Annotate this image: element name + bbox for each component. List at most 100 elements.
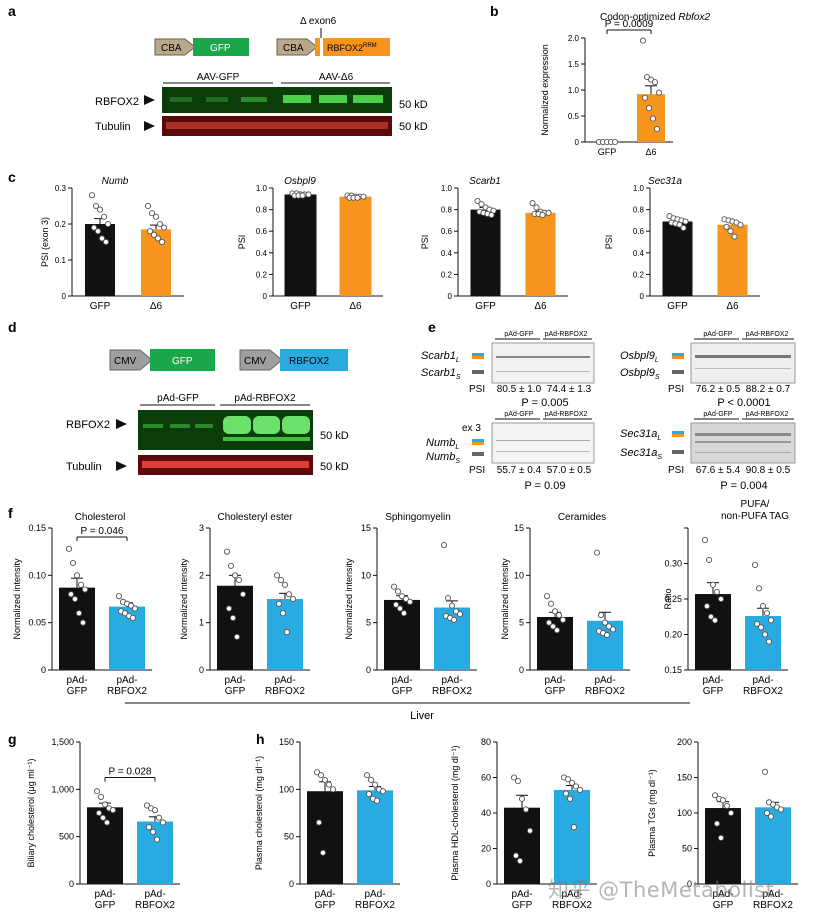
data-point xyxy=(727,809,735,817)
band xyxy=(695,355,791,358)
data-point xyxy=(69,559,77,567)
data-point xyxy=(645,105,653,112)
y-tick-label: 1.0 xyxy=(568,86,580,95)
data-point xyxy=(394,588,402,595)
data-point xyxy=(444,595,452,602)
data-point xyxy=(390,583,398,590)
y-axis-label: PSI xyxy=(420,235,430,250)
y-tick-label: 50 xyxy=(284,832,294,842)
data-point xyxy=(360,193,367,200)
data-point xyxy=(566,795,574,802)
bar xyxy=(504,807,540,884)
group-label: pAd-GFP xyxy=(157,393,199,404)
y-axis-label: Plasma cholesterol (mg dl⁻¹) xyxy=(254,756,264,870)
data-point xyxy=(398,593,406,600)
data-point xyxy=(655,89,663,96)
row-label: RBFOX2 xyxy=(95,96,139,108)
data-point xyxy=(777,806,785,813)
data-point xyxy=(152,213,160,220)
data-point xyxy=(127,602,135,609)
bar xyxy=(339,196,372,296)
chart-title: Ceramides xyxy=(558,512,606,523)
y-tick-label: 0 xyxy=(41,665,46,675)
isoform-short-label: NumbS xyxy=(426,451,460,465)
band xyxy=(241,97,267,102)
y-tick-label: 100 xyxy=(279,784,294,794)
y-tick-label: 20 xyxy=(481,844,491,854)
data-point xyxy=(516,857,524,864)
chart-h3: 0 50 100 150 200 Plasma TGs (mg dl⁻¹) pAd-GFP p… xyxy=(647,737,798,911)
gel-image xyxy=(491,422,595,464)
data-point xyxy=(539,211,546,219)
x-category-label: pAd-GFP xyxy=(224,675,245,697)
data-point xyxy=(751,561,759,568)
data-point xyxy=(239,591,247,598)
data-point xyxy=(317,772,325,779)
p-value: P = 0.005 xyxy=(521,397,568,409)
exon-marker xyxy=(472,370,484,374)
y-tick-label: 0.8 xyxy=(256,206,268,215)
data-point xyxy=(518,795,526,802)
data-point xyxy=(93,788,101,795)
gene-label: RBFOX2RRM xyxy=(327,43,377,53)
y-tick-label: 0 xyxy=(575,138,580,147)
bar xyxy=(755,807,791,884)
data-point xyxy=(151,807,159,814)
data-point xyxy=(711,617,719,624)
y-tick-label: 0.2 xyxy=(55,220,67,229)
x-category-label: pAd-GFP xyxy=(544,675,565,697)
data-point xyxy=(115,593,123,600)
y-tick-label: 150 xyxy=(677,773,692,783)
group-label: pAd-GFP xyxy=(703,411,733,418)
data-point xyxy=(761,768,769,775)
y-tick-label: 0.5 xyxy=(568,112,580,121)
promoter-label: CBA xyxy=(161,43,182,54)
group-label: pAd-RBFOX2 xyxy=(545,331,588,338)
data-point xyxy=(325,781,333,788)
data-point xyxy=(512,852,520,859)
data-point xyxy=(611,138,619,146)
data-point xyxy=(576,786,584,793)
data-point xyxy=(313,769,321,776)
data-point xyxy=(363,772,371,779)
group-label: pAd-GFP xyxy=(703,331,733,338)
chart-h2: 0 20 40 60 80 Plasma HDL-cholesterol (mg dl⁻¹… xyxy=(450,737,597,911)
bar xyxy=(695,594,731,670)
data-point xyxy=(549,623,557,630)
chart-title: Sec31a xyxy=(648,176,682,187)
band xyxy=(143,424,163,428)
exon-label: ex 3 xyxy=(462,423,481,434)
data-point xyxy=(273,572,281,579)
data-point xyxy=(156,220,164,228)
y-axis-label: PSI (exon 3) xyxy=(40,217,50,267)
data-point xyxy=(545,619,553,626)
data-point xyxy=(101,801,109,808)
gene-label: RBFOX2 xyxy=(289,356,329,367)
data-point xyxy=(529,200,536,207)
data-point xyxy=(279,610,287,617)
data-point xyxy=(158,238,166,246)
bar xyxy=(745,616,781,670)
chart-title: Numb xyxy=(102,176,129,187)
data-point xyxy=(510,774,518,781)
data-point xyxy=(94,228,102,235)
data-point xyxy=(283,629,291,636)
bar xyxy=(59,587,95,670)
data-point xyxy=(543,593,551,600)
chart-c1: 0 0.1 0.2 0.3 Numb PSI (exon 3) GFP Δ6 xyxy=(40,176,184,312)
data-point xyxy=(371,781,379,788)
chart-b: 0 0.5 1.0 1.5 2.0 Codon-optimized Rbfox2 Norma… xyxy=(540,12,710,157)
chart-c3: 0 0.2 0.4 0.6 0.8 1.0 Scarb1 PSI GFP Δ6 xyxy=(420,176,568,312)
data-point xyxy=(765,638,773,645)
panel-e-gel-osbpl9: pAd-GFP pAd-RBFOX2 Osbpl9L Osbpl9S PSI 7… xyxy=(620,331,796,409)
x-category-label: GFP xyxy=(90,301,111,312)
panel-label-a: a xyxy=(8,3,16,19)
chart-f4: 0 5 10 15 Ceramides Normalized intensity pAd-G… xyxy=(500,512,630,697)
data-point xyxy=(755,585,763,592)
data-point xyxy=(144,202,152,210)
data-point xyxy=(676,221,683,228)
bar xyxy=(554,789,590,884)
band xyxy=(695,441,791,443)
data-point xyxy=(753,620,761,627)
y-tick-label: 60 xyxy=(481,773,491,783)
